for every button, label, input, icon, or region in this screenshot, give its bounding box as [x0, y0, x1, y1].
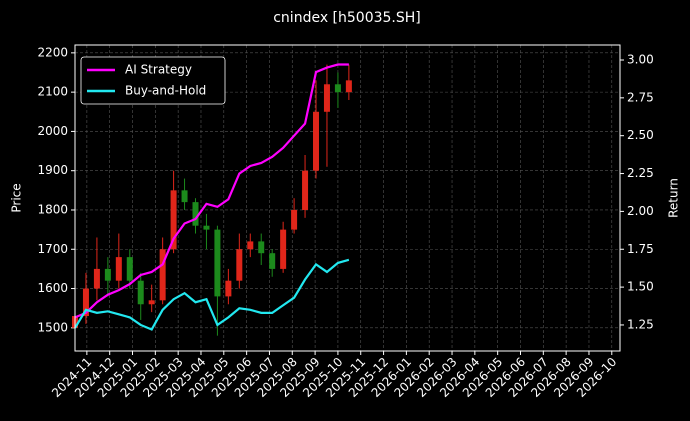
candle-body	[170, 190, 177, 250]
y2-tick-label: 2.75	[627, 90, 654, 104]
candle-body	[93, 268, 100, 289]
return-line	[74, 258, 350, 331]
y2-axis-label: Return	[667, 178, 681, 218]
candle-body	[334, 84, 341, 93]
candle-body	[345, 80, 352, 93]
y2-tick-label: 1.50	[627, 280, 654, 294]
y-axis-label: Price	[10, 183, 24, 212]
y2-tick-label: 2.00	[627, 204, 654, 218]
candle-body	[192, 202, 199, 226]
candle-body	[323, 84, 330, 112]
candle-body	[313, 111, 320, 171]
plot-frame	[74, 44, 621, 352]
legend-box	[80, 56, 226, 105]
candle-body	[236, 249, 243, 281]
y2-tick-label: 2.25	[627, 166, 654, 180]
candle-body	[203, 225, 210, 230]
candle-body	[302, 170, 309, 210]
candle-body	[82, 288, 89, 317]
y2-tick-label: 2.50	[627, 128, 654, 142]
candle-body	[137, 280, 144, 305]
legend-label: Buy-and-Hold	[125, 84, 206, 98]
candle-body	[115, 257, 122, 281]
y-tick-label: 2000	[37, 124, 68, 138]
candle-body	[104, 268, 111, 281]
legend: AI Strategy Buy-and-Hold	[80, 56, 226, 105]
y2-tick-label: 1.75	[627, 242, 654, 256]
candle-body	[148, 300, 155, 305]
y2-tick-label: 3.00	[627, 52, 654, 66]
legend-label: AI Strategy	[125, 63, 192, 77]
y2-tick-label: 1.25	[627, 317, 654, 331]
candle-body	[291, 209, 298, 230]
y-tick-label: 1700	[37, 242, 68, 256]
y-tick-label: 1500	[37, 320, 68, 334]
candle-body	[159, 249, 166, 301]
y-tick-label: 1600	[37, 281, 68, 295]
chart-title: cnindex [h50035.SH]	[273, 10, 421, 26]
candle-body	[225, 280, 232, 297]
candle-body	[269, 253, 276, 269]
candle-body	[280, 229, 287, 269]
return-line	[74, 63, 349, 319]
y-tick-label: 1900	[37, 163, 68, 177]
y-tick-label: 2100	[37, 85, 68, 99]
y-tick-label: 2200	[37, 45, 68, 59]
candle-body	[258, 241, 265, 254]
y-tick-label: 1800	[37, 202, 68, 216]
candle-body	[214, 229, 221, 297]
candle-body	[126, 257, 133, 281]
candle-body	[181, 190, 188, 203]
candle-body	[247, 241, 254, 250]
